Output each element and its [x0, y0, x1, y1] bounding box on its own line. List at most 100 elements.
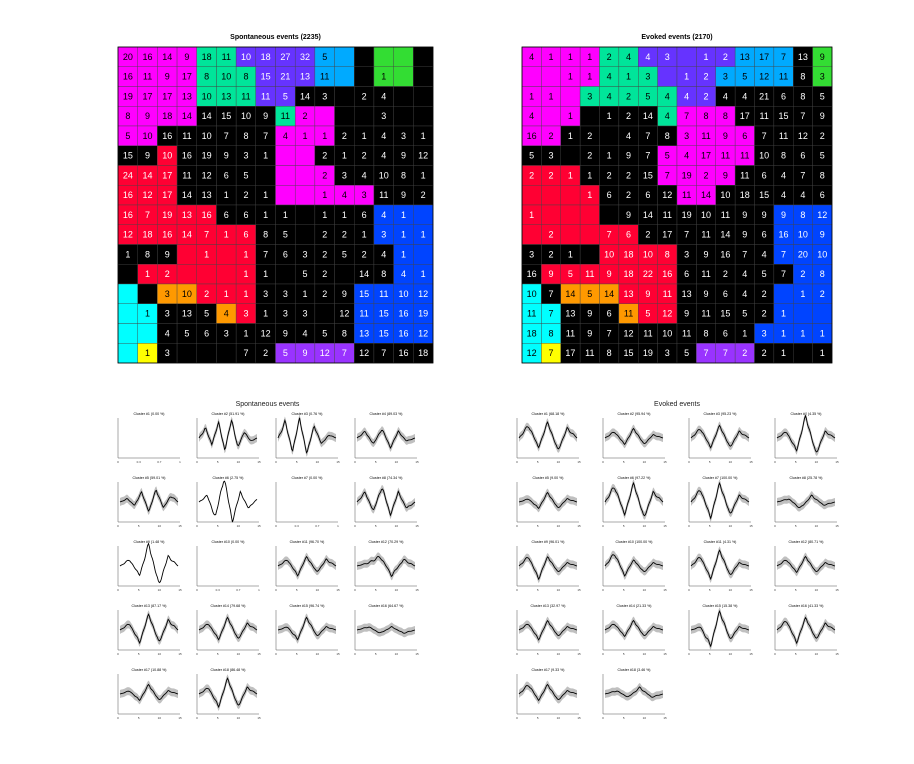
cell-value: 27	[280, 52, 290, 62]
cell-value: 1	[421, 230, 426, 240]
x-tick-label: 0	[774, 524, 776, 528]
cell-value: 19	[643, 348, 653, 358]
x-tick-label: 15	[257, 652, 261, 656]
x-tick-label: 0	[275, 524, 277, 528]
cell-value: 17	[759, 52, 769, 62]
cell-value: 8	[800, 91, 805, 101]
cell-value: 16	[398, 309, 408, 319]
cell-value: 3	[243, 309, 248, 319]
cell-value: 2	[362, 91, 367, 101]
x-tick-label: 15	[577, 524, 581, 528]
waveform-band	[691, 479, 749, 523]
cell-value: 3	[165, 348, 170, 358]
cell-value: 12	[527, 348, 537, 358]
cell-value: 2	[322, 170, 327, 180]
waveform-line	[518, 619, 578, 641]
cell-value: 8	[381, 269, 386, 279]
cell-value: 2	[263, 348, 268, 358]
x-tick-label: 15	[577, 716, 581, 720]
waveform-line	[119, 542, 179, 584]
x-tick-label: 10	[316, 652, 320, 656]
waveform-band	[777, 491, 835, 512]
waveform-panel: Cluster #3 (0.76 %) 0 5 10 15	[275, 412, 340, 464]
grid-cell	[196, 343, 217, 364]
cell-value: 18	[261, 52, 271, 62]
waveform-band	[120, 680, 178, 705]
x-tick-label: 0	[688, 524, 690, 528]
cell-value: 4	[342, 190, 347, 200]
x-tick-label: 1	[179, 460, 181, 464]
waveform-band	[120, 610, 178, 647]
x-tick-label: 10	[316, 460, 320, 464]
cell-value: 18	[202, 52, 212, 62]
waveform-band	[605, 479, 663, 520]
waveform-panel: Cluster #9 (96.01 %) 0 5 10 15	[516, 540, 581, 592]
x-tick-label: 5	[375, 460, 377, 464]
grid-cell	[334, 66, 355, 87]
x-tick-label: 5	[623, 524, 625, 528]
cell-value: 11	[663, 210, 672, 220]
grid-cell	[599, 204, 620, 225]
cell-value: 6	[762, 230, 767, 240]
cell-value: 17	[143, 91, 153, 101]
cell-value: 1	[322, 190, 327, 200]
cell-value: 2	[626, 111, 631, 121]
cell-value: 16	[162, 131, 172, 141]
cell-value: 12	[662, 309, 672, 319]
cell-value: 3	[401, 131, 406, 141]
cell-value: 10	[241, 52, 251, 62]
x-tick-label: 0	[275, 652, 277, 656]
cell-value: 8	[820, 269, 825, 279]
cell-value: 2	[723, 52, 728, 62]
cell-value: 11	[721, 151, 730, 161]
cell-value: 4	[665, 91, 670, 101]
cell-value: 4	[607, 72, 612, 82]
cell-value: 7	[381, 348, 386, 358]
cell-value: 1	[626, 72, 631, 82]
cell-value: 1	[342, 151, 347, 161]
waveform-line	[277, 616, 337, 641]
cell-value: 3	[645, 72, 650, 82]
cell-value: 11	[701, 131, 710, 141]
cell-value: 15	[221, 111, 231, 121]
panel-title: Cluster #2 (51.91 %)	[212, 412, 245, 416]
waveform-title: Evoked events	[654, 401, 700, 408]
cell-value: 15	[720, 309, 730, 319]
waveform-line	[518, 556, 578, 581]
cell-value: 3	[762, 328, 767, 338]
grid-cell	[393, 86, 414, 107]
grid-cell	[413, 46, 434, 67]
x-tick-label: 15	[257, 524, 261, 528]
spontaneous-waveforms: Spontaneous events Cluster #1 (0.00 %) 0 0.…	[117, 401, 419, 720]
cell-value: 6	[607, 309, 612, 319]
cell-value: 11	[379, 190, 388, 200]
grid-cell	[676, 46, 697, 67]
cell-value: 14	[720, 230, 730, 240]
cell-value: 5	[820, 91, 825, 101]
cell-value: 12	[143, 190, 153, 200]
cell-value: 16	[527, 131, 537, 141]
cell-value: 15	[123, 151, 133, 161]
x-tick-label: 0.7	[157, 460, 162, 464]
cell-value: 9	[165, 72, 170, 82]
x-tick-label: 5	[375, 652, 377, 656]
x-tick-label: 0	[275, 588, 277, 592]
cell-value: 11	[585, 348, 594, 358]
x-tick-label: 5	[709, 652, 711, 656]
cell-value: 3	[303, 249, 308, 259]
grid-cell	[294, 165, 316, 186]
cell-value: 1	[421, 131, 426, 141]
cell-value: 14	[643, 111, 653, 121]
waveform-panel: Cluster #10 (100.00 %) 0 5 10 15	[602, 540, 667, 592]
cell-value: 1	[381, 72, 386, 82]
cell-value: 1	[568, 170, 573, 180]
x-tick-label: 5	[795, 524, 797, 528]
waveform-line	[690, 549, 750, 581]
waveform-line	[776, 494, 836, 508]
cell-value: 17	[162, 190, 172, 200]
panel-title: Cluster #7 (0.00 %)	[292, 476, 323, 480]
cell-value: 12	[624, 328, 634, 338]
cell-value: 14	[565, 289, 575, 299]
grid-cell	[413, 204, 434, 225]
waveform-band	[691, 607, 749, 651]
